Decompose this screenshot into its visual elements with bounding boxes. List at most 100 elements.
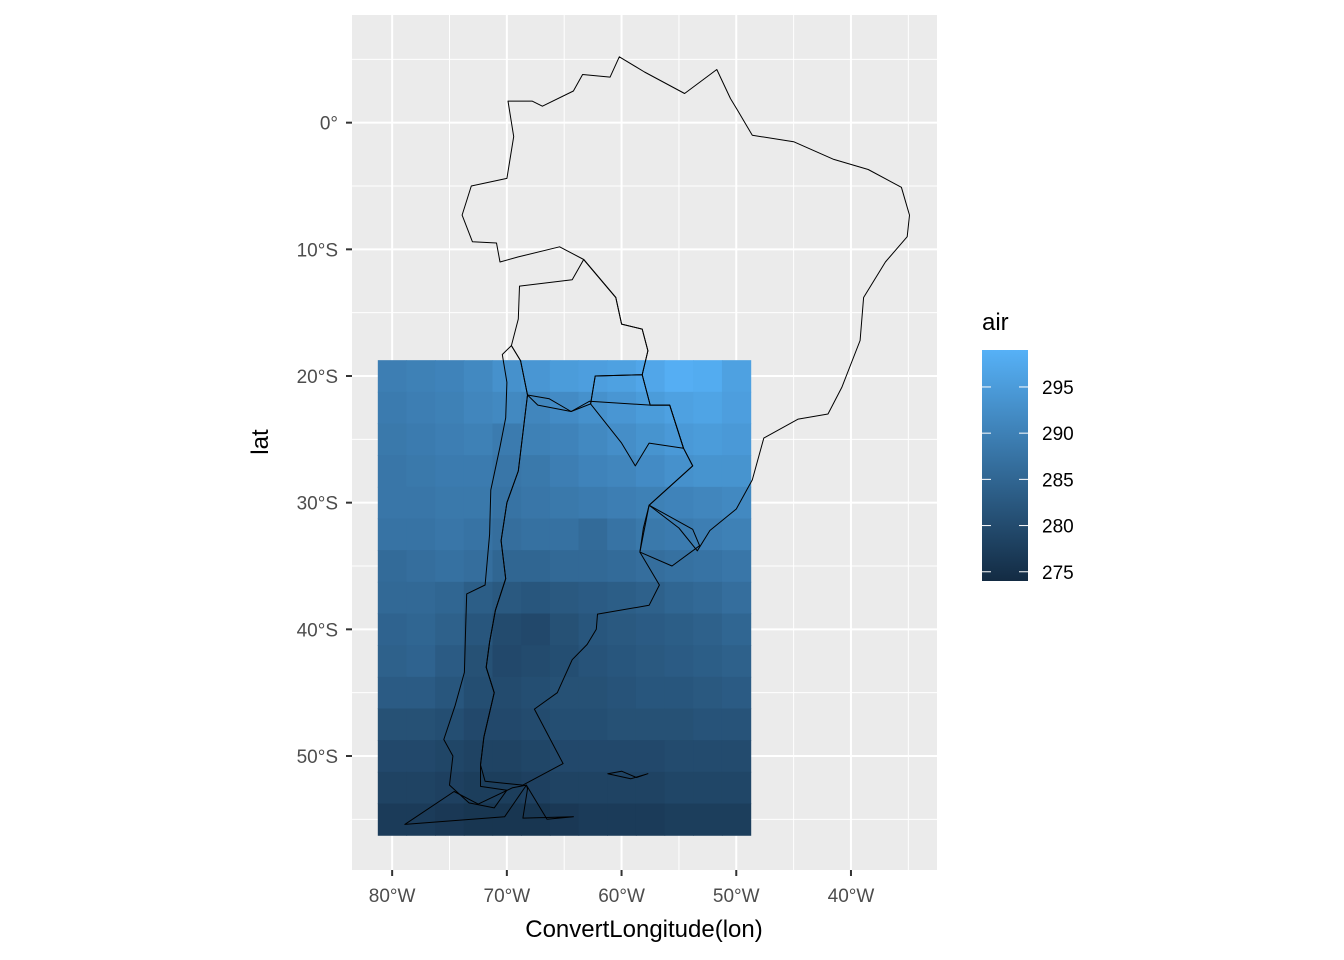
- heatmap-cell: [578, 550, 608, 583]
- heatmap-cell: [549, 518, 580, 551]
- heatmap-cell: [549, 613, 580, 646]
- heatmap-cell: [721, 391, 752, 425]
- heatmap-cell: [521, 486, 551, 520]
- heatmap-cell: [406, 708, 436, 741]
- heatmap-cell: [664, 740, 694, 773]
- y-tick-label: 40°S: [297, 620, 338, 641]
- heatmap-cell: [664, 581, 694, 615]
- heatmap-cell: [406, 771, 436, 805]
- heatmap-cell: [549, 486, 580, 520]
- heatmap-cell: [635, 550, 666, 583]
- heatmap-cell: [492, 550, 522, 583]
- heatmap-cell: [492, 740, 522, 773]
- y-tick-label: 50°S: [297, 747, 338, 768]
- x-axis: 80°W 70°W 60°W 50°W 40°W: [369, 870, 874, 907]
- heatmap-cell: [549, 771, 580, 805]
- heatmap-cell: [693, 708, 723, 741]
- heatmap-cell: [549, 581, 580, 615]
- heatmap-cell: [578, 740, 608, 773]
- heatmap-cell: [435, 645, 465, 678]
- heatmap-cell: [377, 803, 408, 836]
- legend-label: 275: [1042, 563, 1074, 584]
- y-axis: 0° 10°S 20°S 30°S 40°S 50°S: [297, 114, 352, 768]
- heatmap-cell: [607, 613, 637, 646]
- heatmap-cell: [435, 740, 465, 773]
- heatmap-cell: [578, 613, 608, 646]
- heatmap-cell: [693, 676, 723, 710]
- heatmap-cell: [492, 391, 522, 425]
- heatmap-cell: [607, 708, 637, 741]
- heatmap-cell: [664, 486, 694, 520]
- heatmap-cell: [377, 771, 408, 805]
- x-axis-title: ConvertLongitude(lon): [525, 916, 762, 943]
- heatmap-cell: [693, 486, 723, 520]
- heatmap-cell: [521, 803, 551, 836]
- heatmap-cell: [578, 518, 608, 551]
- heatmap-cell: [521, 455, 551, 488]
- heatmap-cell: [549, 550, 580, 583]
- heatmap-cell: [377, 708, 408, 741]
- x-tick-label: 50°W: [713, 886, 760, 907]
- heatmap-cell: [664, 645, 694, 678]
- heatmap-cell: [521, 518, 551, 551]
- heatmap-cell: [664, 613, 694, 646]
- heatmap-cell: [721, 518, 752, 551]
- heatmap-cell: [721, 613, 752, 646]
- heatmap-cell: [463, 740, 494, 773]
- heatmap-cell: [492, 581, 522, 615]
- heatmap-cell: [635, 581, 666, 615]
- legend-title: air: [982, 309, 1009, 336]
- heatmap-cell: [406, 740, 436, 773]
- heatmap-cell: [693, 360, 723, 393]
- heatmap-cell: [664, 771, 694, 805]
- heatmap-cell: [492, 423, 522, 456]
- heatmap-cell: [664, 708, 694, 741]
- heatmap-cell: [664, 518, 694, 551]
- heatmap-cell: [664, 360, 694, 393]
- heatmap-cell: [607, 391, 637, 425]
- legend: air 275 280 285 290 295: [982, 309, 1074, 584]
- heatmap-cell: [377, 423, 408, 456]
- heatmap-cell: [607, 581, 637, 615]
- heatmap-cell: [664, 550, 694, 583]
- heatmap-cell: [406, 360, 436, 393]
- heatmap-cell: [693, 550, 723, 583]
- heatmap-cell: [435, 550, 465, 583]
- heatmap-cell: [492, 771, 522, 805]
- x-tick-label: 80°W: [369, 886, 416, 907]
- heatmap-cell: [406, 423, 436, 456]
- heatmap-cell: [578, 581, 608, 615]
- country-outline: [443, 345, 528, 809]
- heatmap-cell: [435, 455, 465, 488]
- heatmap-cell: [578, 423, 608, 456]
- heatmap-cell: [693, 645, 723, 678]
- heatmap-cell: [435, 613, 465, 646]
- heatmap-cell: [435, 360, 465, 393]
- heatmap-cell: [463, 550, 494, 583]
- heatmap-cell: [721, 740, 752, 773]
- heatmap-cell: [693, 391, 723, 425]
- heatmap-cell: [635, 645, 666, 678]
- heatmap-cell: [406, 676, 436, 710]
- heatmap-cell: [635, 771, 666, 805]
- heatmap-cell: [578, 708, 608, 741]
- heatmap-cell: [521, 550, 551, 583]
- heatmap-cell: [549, 645, 580, 678]
- heatmap-cell: [406, 613, 436, 646]
- heatmap-cell: [693, 613, 723, 646]
- heatmap-cell: [549, 360, 580, 393]
- heatmap-cell: [664, 676, 694, 710]
- heatmap-cell: [607, 518, 637, 551]
- heatmap-cell: [693, 423, 723, 456]
- heatmap-cell: [721, 581, 752, 615]
- heatmap-cell: [607, 645, 637, 678]
- heatmap-cell: [721, 423, 752, 456]
- heatmap-cell: [492, 676, 522, 710]
- legend-label: 295: [1042, 378, 1074, 399]
- heatmap-cell: [377, 581, 408, 615]
- heatmap-cell: [377, 645, 408, 678]
- y-tick-label: 10°S: [297, 240, 338, 261]
- heatmap-cell: [549, 455, 580, 488]
- heatmap-cell: [521, 613, 551, 646]
- heatmap-cell: [607, 740, 637, 773]
